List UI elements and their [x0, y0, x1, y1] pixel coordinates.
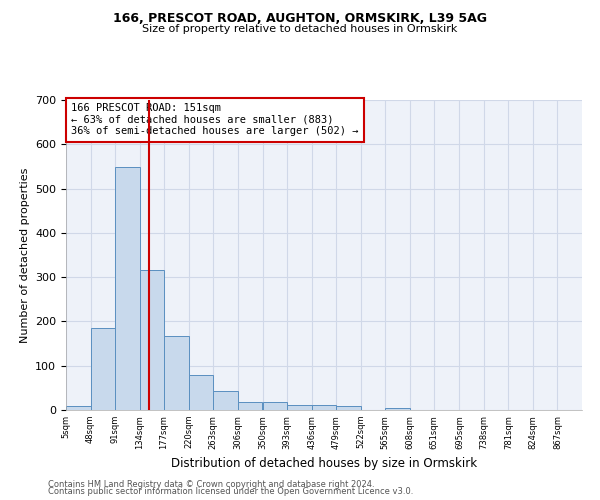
Bar: [66, 406, 91, 410]
X-axis label: Distribution of detached houses by size in Ormskirk: Distribution of detached houses by size …: [171, 457, 477, 470]
Bar: [238, 402, 262, 410]
Bar: [263, 402, 287, 410]
Bar: [336, 406, 361, 410]
Bar: [188, 376, 213, 410]
Text: 166, PRESCOT ROAD, AUGHTON, ORMSKIRK, L39 5AG: 166, PRESCOT ROAD, AUGHTON, ORMSKIRK, L3…: [113, 12, 487, 26]
Text: Size of property relative to detached houses in Ormskirk: Size of property relative to detached ho…: [142, 24, 458, 34]
Bar: [164, 336, 188, 410]
Text: Contains public sector information licensed under the Open Government Licence v3: Contains public sector information licen…: [48, 487, 413, 496]
Bar: [287, 404, 312, 410]
Bar: [140, 270, 164, 410]
Bar: [312, 405, 336, 410]
Y-axis label: Number of detached properties: Number of detached properties: [20, 168, 29, 342]
Bar: [91, 328, 115, 410]
Bar: [385, 408, 410, 410]
Bar: [213, 392, 238, 410]
Text: Contains HM Land Registry data © Crown copyright and database right 2024.: Contains HM Land Registry data © Crown c…: [48, 480, 374, 489]
Bar: [115, 168, 140, 410]
Text: 166 PRESCOT ROAD: 151sqm
← 63% of detached houses are smaller (883)
36% of semi-: 166 PRESCOT ROAD: 151sqm ← 63% of detach…: [71, 103, 359, 136]
